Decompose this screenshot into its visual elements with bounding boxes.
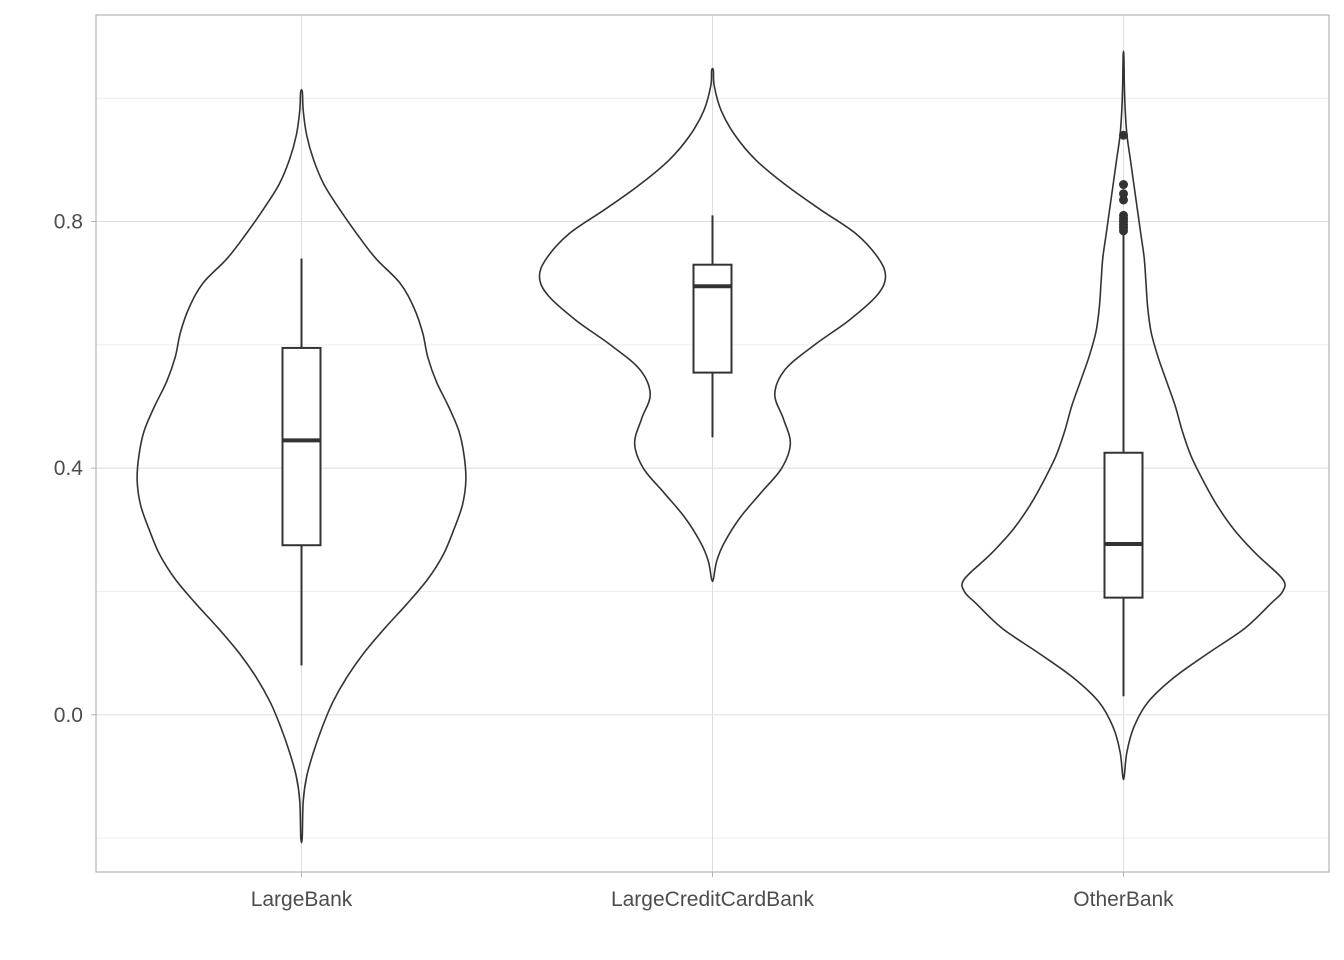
iqr-box bbox=[281, 346, 322, 547]
outlier-point bbox=[1119, 189, 1128, 199]
violin-largebank bbox=[136, 88, 467, 844]
x-tick-label: LargeBank bbox=[251, 888, 353, 911]
box-layer bbox=[281, 130, 1144, 697]
violin-largecreditcardbank bbox=[538, 67, 887, 583]
x-tick-label: LargeCreditCardBank bbox=[611, 888, 815, 911]
grid-layer bbox=[96, 15, 1329, 872]
violin-otherbank bbox=[961, 50, 1286, 781]
y-tick-label: 0.4 bbox=[54, 457, 84, 480]
y-tick-label: 0.0 bbox=[54, 704, 83, 727]
outlier-point bbox=[1119, 180, 1128, 190]
axis-layer: 0.0 0.4 0.8 LargeBank LargeCreditCardBank Oth… bbox=[54, 211, 1174, 911]
outlier-point bbox=[1119, 130, 1128, 140]
outlier-point bbox=[1119, 226, 1128, 236]
outlier-point bbox=[1119, 195, 1128, 205]
iqr-box bbox=[1103, 451, 1144, 599]
violin-layer bbox=[136, 50, 1286, 844]
y-tick-label: 0.8 bbox=[54, 211, 83, 234]
x-tick-label: OtherBank bbox=[1073, 888, 1174, 911]
iqr-box bbox=[692, 263, 733, 374]
